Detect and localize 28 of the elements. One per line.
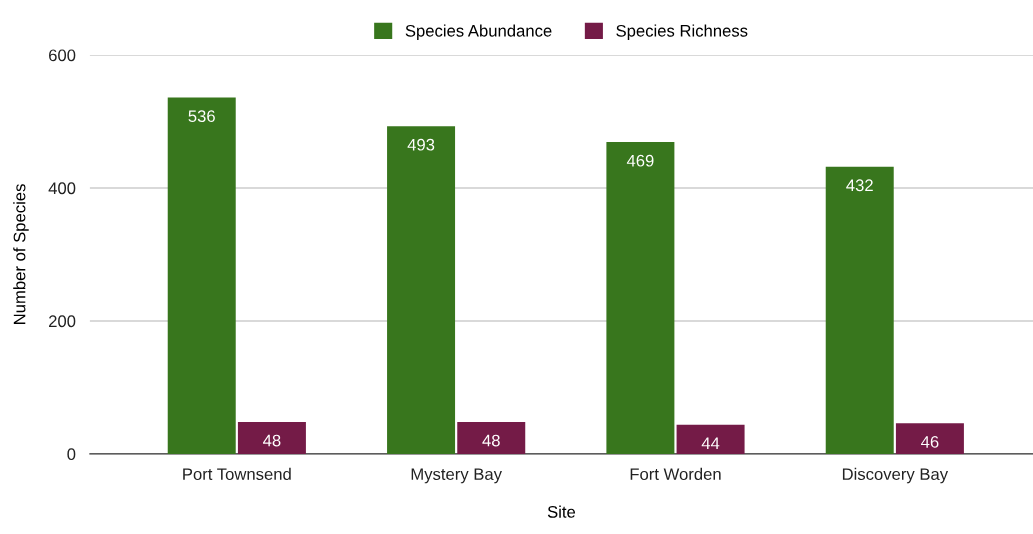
data-label: 493: [407, 138, 435, 151]
x-axis-title: Site: [547, 505, 576, 518]
bar: [606, 142, 675, 454]
legend-label: Species Abundance: [405, 24, 552, 40]
bar: [167, 97, 236, 454]
y-axis-title: Number of Species: [13, 184, 29, 324]
y-tick-label: 400: [48, 182, 76, 195]
data-label: 536: [188, 110, 215, 123]
x-tick-label: Mystery Bay: [411, 468, 502, 484]
y-tick-label: 600: [49, 49, 76, 62]
y-tick-label: 0: [67, 448, 76, 461]
x-tick-label: Port Townsend: [183, 467, 291, 481]
data-label: 48: [482, 434, 500, 447]
bar: [387, 126, 456, 454]
x-tick-label: Fort Worden: [630, 467, 721, 481]
bar: [457, 421, 526, 454]
x-tick-label: Discovery Bay: [842, 467, 949, 484]
y-tick-label: 200: [49, 315, 76, 328]
legend-label: Species Richness: [616, 24, 748, 40]
bar: [895, 423, 964, 454]
data-label: 48: [263, 434, 281, 447]
data-label: 469: [626, 154, 654, 167]
data-label: 432: [846, 179, 873, 192]
data-label: 46: [921, 436, 939, 448]
data-label: 44: [701, 437, 720, 449]
bar: [825, 166, 894, 454]
bar: [237, 421, 306, 454]
bar: [676, 424, 745, 454]
